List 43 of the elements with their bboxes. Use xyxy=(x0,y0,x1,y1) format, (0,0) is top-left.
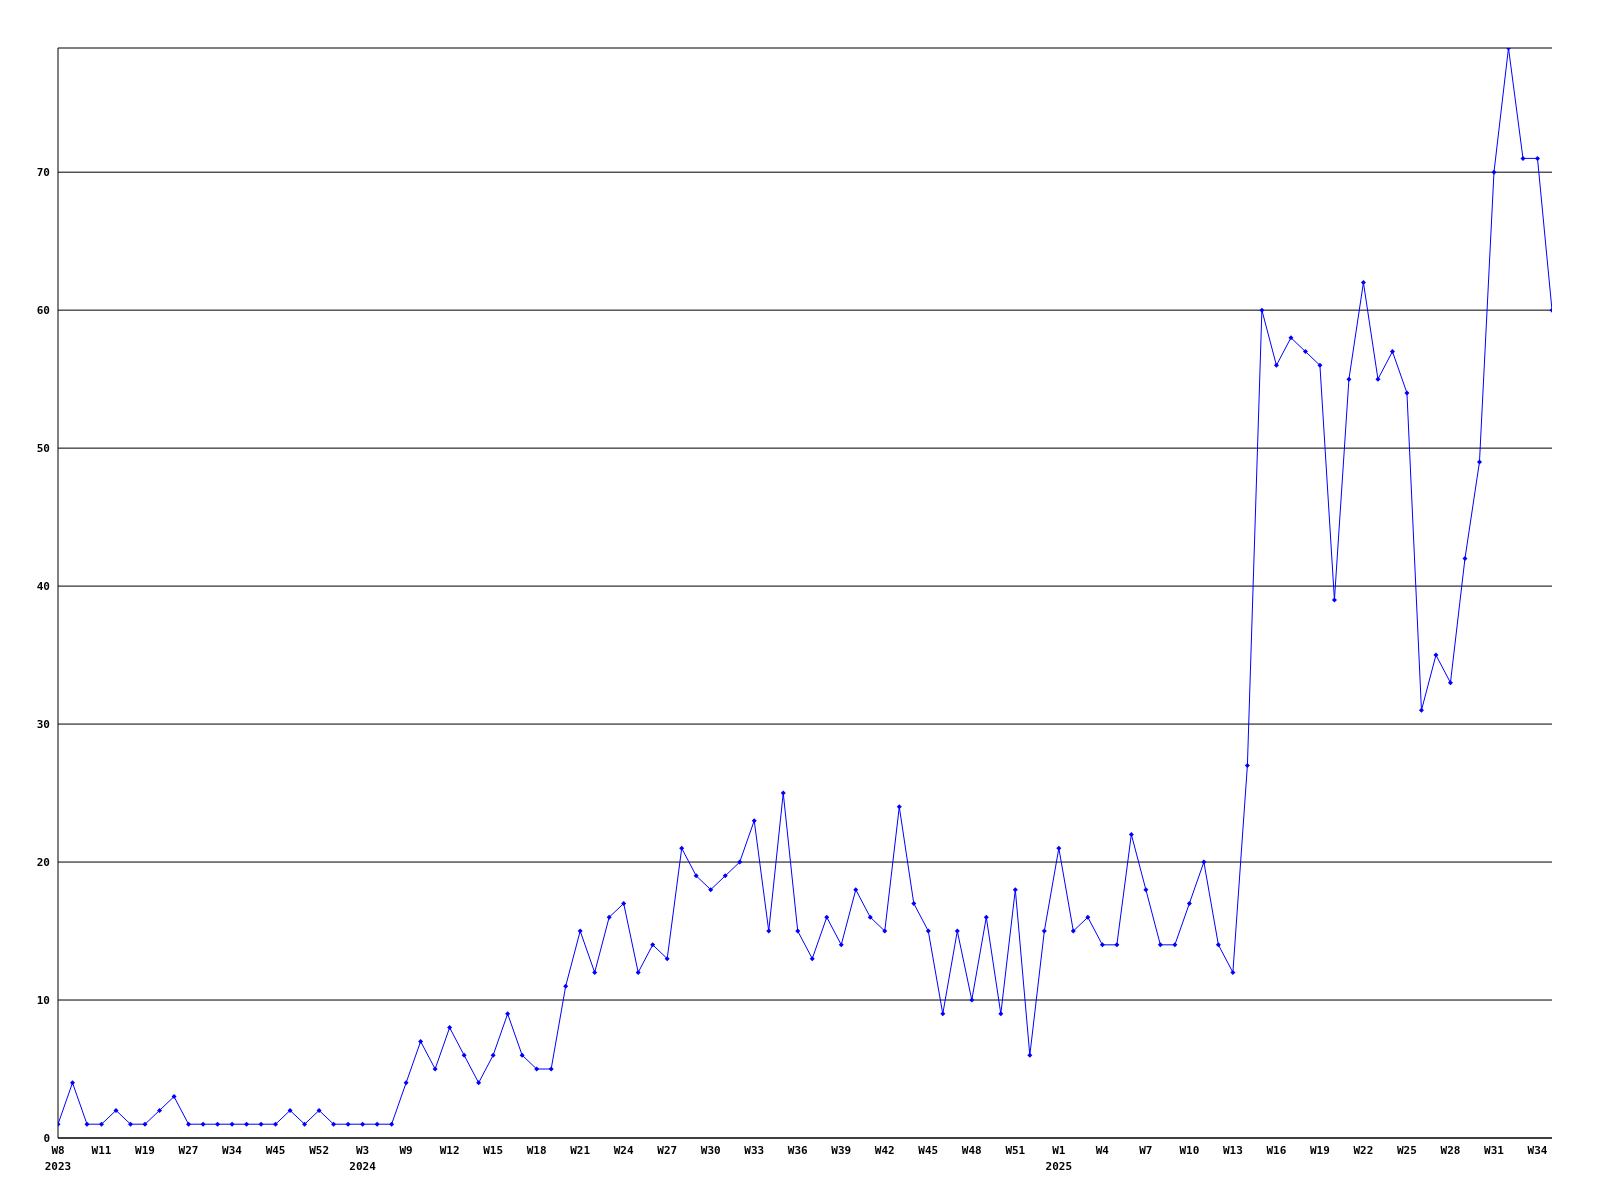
x-tick-label: W11 xyxy=(91,1144,112,1157)
x-tick-label: W3 2024 xyxy=(349,1144,377,1173)
x-tick-label: W4 xyxy=(1095,1144,1110,1157)
x-tick-label: W33 xyxy=(744,1144,765,1157)
x-tick-label: W52 xyxy=(309,1144,330,1157)
x-tick-label: W48 xyxy=(961,1144,982,1157)
x-tick-label: W39 xyxy=(831,1144,852,1157)
x-tick-label: W31 xyxy=(1484,1144,1505,1157)
x-tick-label: W13 xyxy=(1222,1144,1243,1157)
y-tick-label: 10 xyxy=(36,993,50,1007)
x-tick-label: W19 xyxy=(1309,1144,1330,1157)
x-tick-label: W10 xyxy=(1179,1144,1200,1157)
x-tick-label: W22 xyxy=(1353,1144,1374,1157)
x-tick-label: W1 2025 xyxy=(1045,1144,1073,1173)
x-tick-label: W45 xyxy=(265,1144,286,1157)
x-tick-label: W25 xyxy=(1397,1144,1417,1157)
x-tick-label: W36 xyxy=(787,1144,809,1157)
x-tick-label: W27 xyxy=(178,1144,199,1157)
x-tick-label: W16 xyxy=(1266,1144,1287,1157)
x-tick-label: W18 xyxy=(526,1144,547,1157)
x-tick-label: W27 xyxy=(657,1144,678,1157)
y-tick-label: 0 xyxy=(43,1131,50,1145)
x-tick-label: W15 xyxy=(483,1144,504,1157)
x-tick-label: W8 2023 xyxy=(44,1144,72,1173)
x-tick-label: W21 xyxy=(570,1144,591,1157)
x-tick-label: W51 xyxy=(1005,1144,1026,1157)
x-tick-label: W19 xyxy=(135,1144,155,1157)
x-tick-label: W34 xyxy=(222,1144,243,1157)
x-tick-label: W45 xyxy=(918,1144,939,1157)
y-tick-label: 70 xyxy=(36,166,50,180)
x-tick-label: W9 xyxy=(399,1144,413,1157)
x-tick-label: W7 xyxy=(1139,1144,1153,1157)
x-tick-label: W12 xyxy=(439,1144,460,1157)
x-tick-label: W34 xyxy=(1527,1144,1548,1157)
x-tick-label: W30 xyxy=(700,1144,721,1157)
y-tick-label: 20 xyxy=(36,855,50,869)
y-tick-label: 30 xyxy=(36,717,50,731)
y-tick-label: 50 xyxy=(36,442,50,456)
x-tick-label: W24 xyxy=(613,1144,634,1157)
y-tick-label: 60 xyxy=(36,304,50,318)
y-tick-label: 40 xyxy=(36,580,50,594)
x-tick-label: W28 xyxy=(1440,1144,1461,1157)
x-tick-label: W42 xyxy=(874,1144,895,1157)
